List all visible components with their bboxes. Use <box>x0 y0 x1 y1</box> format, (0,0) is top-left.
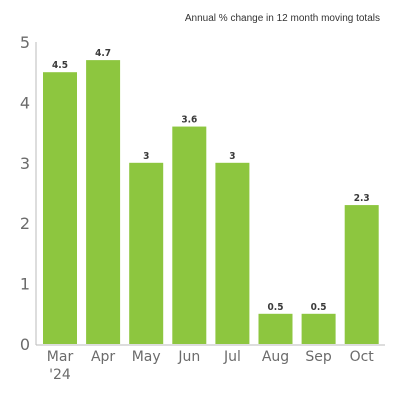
chart-subtitle: Annual % change in 12 month moving total… <box>185 13 380 24</box>
bar-aug <box>258 313 293 344</box>
data-label: 3 <box>143 151 149 162</box>
bar-jun <box>172 126 207 344</box>
data-label: 3.6 <box>181 115 197 126</box>
x-tick-label: Apr <box>91 349 115 365</box>
x-tick-label: Sep <box>305 349 332 365</box>
data-label: 4.5 <box>52 60 68 71</box>
y-tick-label: 0 <box>20 335 30 354</box>
y-tick-label: 1 <box>20 275 30 294</box>
bar-jul <box>215 162 250 344</box>
x-axis-ticks: Mar '24 Apr May Jun Jul Aug Sep Oct <box>47 349 375 383</box>
x-tick-label: Aug <box>262 349 289 365</box>
y-tick-label: 4 <box>20 93 30 112</box>
data-label: 4.7 <box>95 48 111 59</box>
x-tick-label: Oct <box>350 349 375 365</box>
x-tick-label: May <box>132 349 161 365</box>
bar-may <box>129 162 164 344</box>
data-label: 3 <box>229 151 235 162</box>
x-tick-label: Jun <box>177 349 200 365</box>
data-label: 0.5 <box>311 302 327 313</box>
y-tick-label: 2 <box>20 214 30 233</box>
data-label: 2.3 <box>354 193 370 204</box>
y-tick-label: 3 <box>20 154 30 173</box>
bar-mar <box>43 72 77 344</box>
data-label: 0.5 <box>268 302 284 313</box>
x-tick-label: Mar <box>47 349 74 365</box>
bar-sep <box>301 313 336 344</box>
data-labels-group: 4.5 4.7 3 3.6 3 0.5 0.5 2.3 <box>52 48 370 313</box>
x-tick-sublabel: '24 <box>49 367 71 383</box>
bars-group <box>43 60 379 345</box>
bar-oct <box>344 205 379 344</box>
y-axis-ticks: 0 1 2 3 4 5 <box>20 33 30 354</box>
x-tick-label: Jul <box>223 349 241 365</box>
y-tick-label: 5 <box>20 33 30 52</box>
bar-apr <box>86 60 121 345</box>
